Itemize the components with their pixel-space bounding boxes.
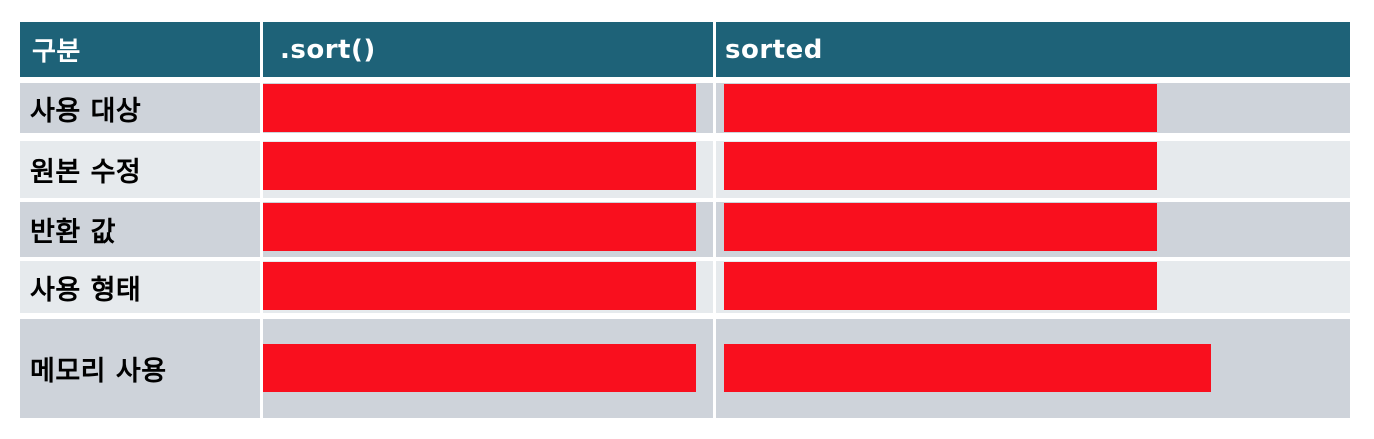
redacted-value-bar	[724, 203, 1157, 251]
header-cell-sort-method: .sort()	[263, 22, 713, 77]
row-label-cell: 메모리 사용	[20, 319, 260, 418]
table-row-usage-form: 사용 형태	[20, 261, 1350, 313]
redacted-value-bar	[724, 142, 1157, 190]
row-label-cell: 원본 수정	[20, 141, 260, 198]
value-cell-sorted	[716, 261, 1350, 313]
value-cell-sorted	[716, 319, 1350, 418]
table-row-memory-usage: 메모리 사용	[20, 319, 1350, 418]
redacted-value-bar	[724, 344, 1211, 392]
value-cell-sorted	[716, 83, 1350, 133]
comparison-table: 구분 .sort() sorted 사용 대상 원본 수정	[20, 22, 1350, 418]
table-row-usage-target: 사용 대상	[20, 83, 1350, 133]
row-label: 메모리 사용	[30, 356, 167, 387]
header-label-sort-method: .sort()	[280, 34, 376, 65]
row-label: 원본 수정	[30, 157, 142, 188]
row-label-cell: 반환 값	[20, 202, 260, 257]
value-cell-sorted	[716, 141, 1350, 198]
value-cell-sort	[263, 261, 713, 313]
redacted-value-bar	[263, 84, 696, 132]
value-cell-sorted	[716, 202, 1350, 257]
table-row-modifies-original: 원본 수정	[20, 141, 1350, 198]
redacted-value-bar	[724, 262, 1157, 310]
redacted-value-bar	[263, 344, 696, 392]
row-label: 반환 값	[30, 217, 116, 248]
table-row-return-value: 반환 값	[20, 202, 1350, 257]
redacted-value-bar	[263, 262, 696, 310]
redacted-value-bar	[263, 142, 696, 190]
header-cell-category: 구분	[20, 22, 260, 77]
value-cell-sort	[263, 202, 713, 257]
redacted-value-bar	[263, 203, 696, 251]
value-cell-sort	[263, 319, 713, 418]
value-cell-sort	[263, 83, 713, 133]
table-header-row: 구분 .sort() sorted	[20, 22, 1350, 77]
redacted-value-bar	[724, 84, 1157, 132]
row-label-cell: 사용 형태	[20, 261, 260, 313]
header-label-category: 구분	[32, 37, 81, 67]
header-cell-sorted-function: sorted	[716, 22, 1350, 77]
row-label: 사용 형태	[30, 274, 142, 306]
row-label-cell: 사용 대상	[20, 83, 260, 133]
value-cell-sort	[263, 141, 713, 198]
header-label-sorted-function: sorted	[725, 34, 823, 65]
row-label: 사용 대상	[30, 95, 142, 127]
